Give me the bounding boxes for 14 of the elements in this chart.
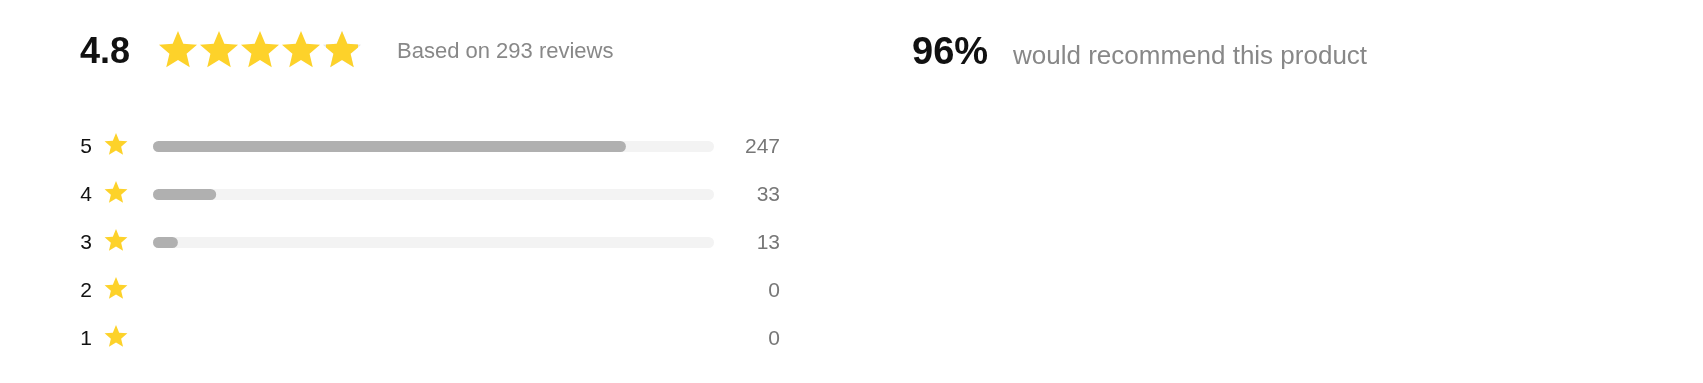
text: 96% (912, 30, 989, 73)
data-label: 0 (768, 278, 780, 301)
data-label: 247 (744, 134, 780, 157)
y-tick-label: 4 (80, 182, 93, 205)
y-tick-label: 1 (80, 326, 92, 349)
data-label: 13 (756, 230, 780, 253)
y-tick-label: 3 (80, 230, 92, 253)
chart-title: 4.8 (80, 30, 131, 72)
y-tick-label: 5 (80, 134, 92, 157)
text: would recommend this product (1013, 40, 1368, 71)
chart-subtitle: Based on 293 reviews (397, 38, 614, 64)
y-tick-label: 2 (80, 278, 92, 301)
data-label: 33 (756, 182, 780, 205)
data-label: 0 (768, 326, 780, 349)
